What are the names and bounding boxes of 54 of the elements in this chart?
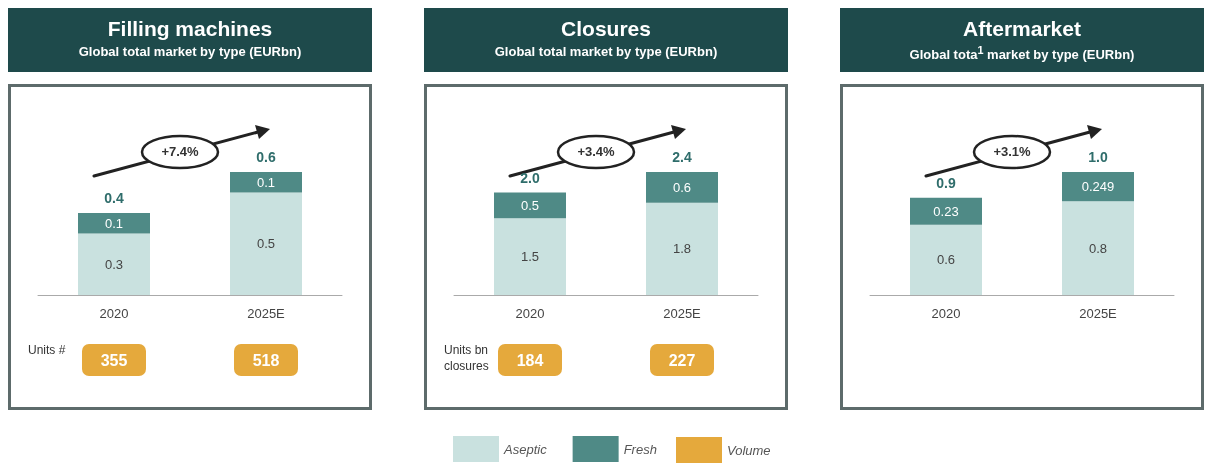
bar xyxy=(230,172,302,193)
data-label: 0.6 xyxy=(672,179,692,195)
data-label: 0.6 xyxy=(936,252,956,268)
bar xyxy=(1062,201,1134,295)
total-label: 2.0 xyxy=(520,169,540,186)
chart-subtitle: Global total market by type (EURbn) xyxy=(493,44,719,59)
x-tick-label: 2020 xyxy=(931,306,961,321)
data-label: 227 xyxy=(668,352,696,369)
total-label: 0.6 xyxy=(256,149,276,165)
data-label: 0.1 xyxy=(256,174,276,190)
bar xyxy=(646,172,718,203)
bar xyxy=(494,218,566,295)
total-label: 1.0 xyxy=(1088,149,1108,165)
data-label: 0.8 xyxy=(1088,240,1108,256)
chart-title: Filling machines xyxy=(106,17,274,41)
x-tick-label: 2025E xyxy=(247,306,286,321)
x-tick-label: 2020 xyxy=(99,306,129,321)
bar xyxy=(230,192,302,295)
legend-label: Volume xyxy=(727,443,771,458)
data-label: 184 xyxy=(516,352,544,369)
chart-subtitle: Global total market by type (EURbn) xyxy=(77,44,303,59)
bar xyxy=(910,197,982,225)
data-label: 1.5 xyxy=(520,249,540,265)
data-label: 0.3 xyxy=(104,256,124,272)
text: Units bn closures xyxy=(444,342,490,374)
chart-subtitle: Global tota$^{1}$ market by type (EURbn) xyxy=(908,44,1136,63)
x-tick-label: 2025E xyxy=(1079,306,1118,321)
data-label: 518 xyxy=(252,352,280,369)
bar xyxy=(78,233,150,295)
text: Units # xyxy=(28,342,67,358)
x-tick-label: 2020 xyxy=(515,306,545,321)
total-label: 2.4 xyxy=(672,149,692,165)
bar xyxy=(910,224,982,295)
data-label: 0.5 xyxy=(256,236,276,252)
chart-title: Closures xyxy=(560,17,652,41)
bar xyxy=(646,202,718,295)
data-label: 0.249 xyxy=(1081,179,1115,195)
legend-label: Fresh xyxy=(623,441,657,457)
legend-label: Aseptic xyxy=(503,441,548,457)
text: +3.1% xyxy=(992,144,1032,159)
data-label: 0.1 xyxy=(104,215,124,231)
data-label: 0.23 xyxy=(933,203,959,219)
bar xyxy=(78,213,150,234)
bar xyxy=(494,192,566,219)
bar xyxy=(1062,172,1134,202)
data-label: 0.5 xyxy=(520,197,540,213)
total-label: 0.9 xyxy=(936,174,956,191)
data-label: 355 xyxy=(100,352,128,369)
x-tick-label: 2025E xyxy=(663,306,702,321)
text: +7.4% xyxy=(160,144,200,159)
total-label: 0.4 xyxy=(104,190,124,206)
chart-title: Aftermarket xyxy=(962,17,1082,41)
text: +3.4% xyxy=(576,144,616,159)
data-label: 1.8 xyxy=(672,241,692,257)
